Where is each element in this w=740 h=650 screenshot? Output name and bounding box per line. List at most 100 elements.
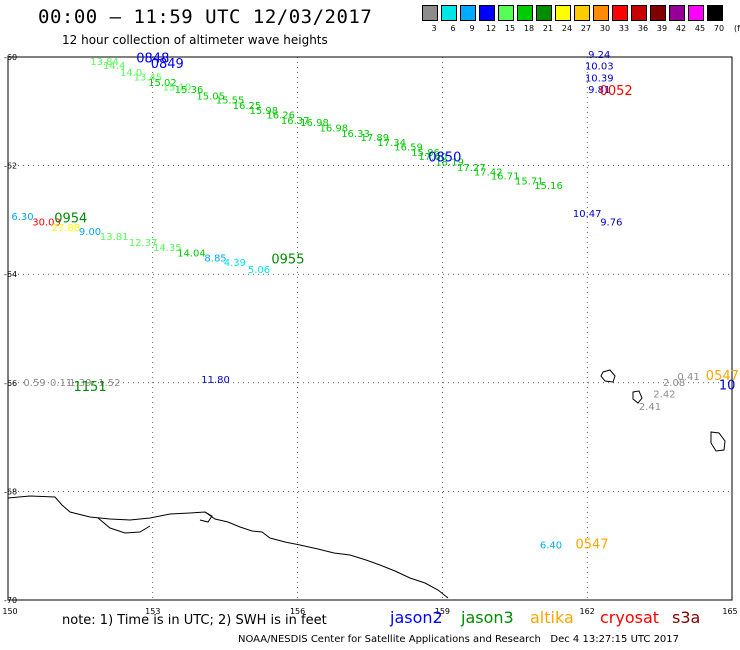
wave-height-label: 1.39 bbox=[69, 378, 91, 389]
wave-height-label: 9.24 bbox=[588, 50, 610, 61]
pass-time-label: 1151 bbox=[74, 380, 107, 395]
legend-swatch bbox=[631, 5, 647, 21]
legend-swatch bbox=[593, 5, 609, 21]
legend-swatch bbox=[422, 5, 438, 21]
legend-unit: (ft) bbox=[733, 24, 740, 33]
wave-height-label: 13.84 bbox=[90, 57, 119, 68]
wave-height-label: 2.42 bbox=[653, 389, 675, 400]
footnote: note: 1) Time is in UTC; 2) SWH is in fe… bbox=[62, 613, 327, 628]
legend-swatch bbox=[517, 5, 533, 21]
satellite-cryosat: cryosat bbox=[600, 608, 660, 627]
wave-height-label: 2.08 bbox=[663, 378, 685, 389]
coastline bbox=[7, 495, 449, 599]
wave-height-label: 6.40 bbox=[540, 540, 562, 551]
wave-height-label: 5.06 bbox=[248, 265, 270, 276]
legend-swatch bbox=[441, 5, 457, 21]
wave-height-label: 16.25 bbox=[233, 101, 262, 112]
wave-height-label: 30.03 bbox=[32, 217, 61, 228]
pass-time-label: 0954 bbox=[54, 212, 87, 227]
wave-height-label: 4.39 bbox=[224, 258, 246, 269]
satellite-altika: altika bbox=[530, 608, 574, 627]
wave-height-label: 16.98 bbox=[300, 118, 329, 129]
lat-tick-label: -62 bbox=[4, 162, 17, 171]
wave-height-label: 15.05 bbox=[196, 91, 225, 102]
wave-height-label: 15.71 bbox=[515, 177, 544, 188]
legend-label: 70 bbox=[713, 24, 725, 33]
pass-time-label: 0955 bbox=[271, 252, 304, 267]
wave-height-label: 15.10 bbox=[163, 83, 192, 94]
wave-height-label: 10.03 bbox=[585, 61, 614, 72]
lon-tick-label: 165 bbox=[722, 607, 737, 616]
wave-height-label: 14.4 bbox=[103, 61, 125, 72]
lon-tick-label: 156 bbox=[290, 607, 305, 616]
wave-height-label: 16.59 bbox=[394, 142, 423, 153]
page-subtitle: 12 hour collection of altimeter wave hei… bbox=[62, 33, 328, 47]
lat-tick-label: -64 bbox=[4, 270, 17, 279]
legend-label: 42 bbox=[675, 24, 687, 33]
lon-tick-label: 162 bbox=[580, 607, 595, 616]
wave-height-label: 0.59 bbox=[23, 378, 45, 389]
wave-height-label: 14.35 bbox=[153, 243, 182, 254]
wave-height-label: 17.60 bbox=[418, 152, 447, 163]
island bbox=[632, 390, 643, 404]
pass-time-label: 0052 bbox=[600, 84, 633, 99]
wave-height-label: 8.85 bbox=[204, 254, 226, 265]
legend-swatch bbox=[707, 5, 723, 21]
wave-height-label: 15.98 bbox=[249, 106, 278, 117]
wave-height-label: 0.41 bbox=[677, 372, 699, 383]
wave-height-label: 15.36 bbox=[175, 85, 204, 96]
pass-time-label: 0848 bbox=[136, 51, 169, 66]
legend-swatch bbox=[536, 5, 552, 21]
wave-height-label: 12.37 bbox=[129, 238, 158, 249]
legend-swatch bbox=[669, 5, 685, 21]
wave-height-label: 17.27 bbox=[457, 163, 486, 174]
legend-label: 21 bbox=[542, 24, 554, 33]
legend-swatch bbox=[574, 5, 590, 21]
wave-height-label: 1.52 bbox=[98, 378, 120, 389]
timestamp: Dec 4 13:27:15 UTC 2017 bbox=[550, 634, 680, 645]
satellite-jason2: jason2 bbox=[390, 608, 443, 627]
wave-height-label: 9.76 bbox=[600, 217, 622, 228]
legend-label: 9 bbox=[469, 24, 475, 33]
map-frame bbox=[7, 56, 733, 601]
wave-height-label: 2.41 bbox=[639, 402, 661, 413]
wave-height-label: 16.33 bbox=[341, 129, 370, 140]
coastline-inlet bbox=[97, 517, 151, 534]
wave-height-label: 15.16 bbox=[534, 181, 563, 192]
island bbox=[710, 431, 726, 452]
credit-text: NOAA/NESDIS Center for Satellite Applica… bbox=[238, 634, 541, 645]
legend-label: 12 bbox=[485, 24, 497, 33]
credit-line: NOAA/NESDIS Center for Satellite Applica… bbox=[238, 634, 679, 645]
wave-height-label: 16.98 bbox=[319, 123, 348, 134]
wave-height-label: 14.0 bbox=[120, 68, 142, 79]
legend-label: 18 bbox=[523, 24, 535, 33]
coastline-inlet bbox=[199, 511, 213, 523]
wave-height-label: 9.81 bbox=[588, 85, 610, 96]
pass-time-label: 0850 bbox=[428, 150, 461, 165]
lon-tick-label: 150 bbox=[2, 607, 17, 616]
legend-swatch bbox=[688, 5, 704, 21]
wave-height-label: 27.88 bbox=[52, 223, 81, 234]
wave-height-label: 9.00 bbox=[79, 227, 101, 238]
wave-height-label: 15.55 bbox=[216, 96, 245, 107]
wave-height-label: 13.81 bbox=[100, 232, 129, 243]
lat-tick-label: -70 bbox=[4, 596, 17, 605]
wave-height-label: 18.19 bbox=[435, 158, 464, 169]
wave-height-label: 14.04 bbox=[177, 248, 206, 259]
wave-height-label: 17.42 bbox=[474, 167, 503, 178]
wave-height-label: 16.71 bbox=[491, 172, 520, 183]
wave-height-label: 17.34 bbox=[377, 138, 406, 149]
legend-label: 15 bbox=[504, 24, 516, 33]
wave-height-label: 6.30 bbox=[11, 212, 33, 223]
lon-tick-label: 159 bbox=[435, 607, 450, 616]
legend-swatch bbox=[650, 5, 666, 21]
wave-height-label: 16.37 bbox=[281, 116, 310, 127]
legend-label: 30 bbox=[599, 24, 611, 33]
legend-swatch bbox=[479, 5, 495, 21]
wave-height-label: 15.02 bbox=[148, 78, 177, 89]
lat-tick-label: -68 bbox=[4, 487, 17, 496]
wave-height-label: 17.89 bbox=[361, 133, 390, 144]
legend-swatch bbox=[555, 5, 571, 21]
lat-tick-label: -66 bbox=[4, 379, 17, 388]
wave-height-label: 11.80 bbox=[201, 375, 230, 386]
